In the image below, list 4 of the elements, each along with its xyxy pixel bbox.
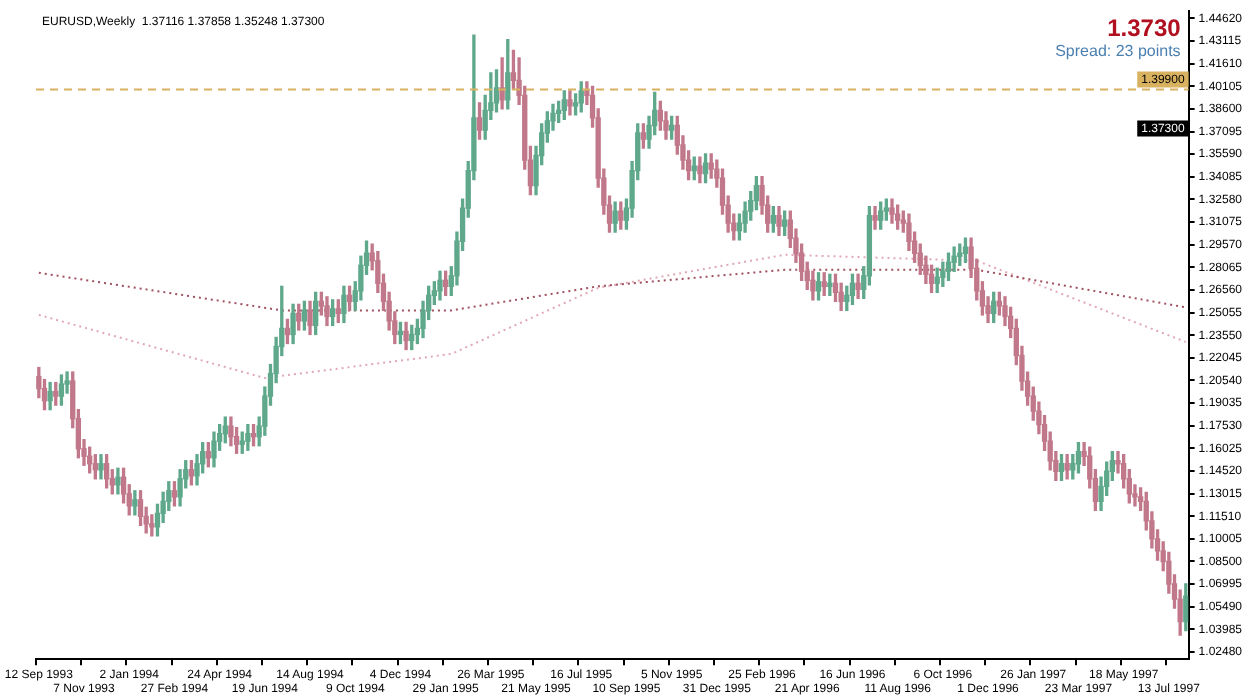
annotation: 1.3730	[1107, 13, 1182, 42]
line-series	[37, 268, 1187, 312]
annotation: Spread: 23 points	[1055, 41, 1181, 60]
line-series	[37, 253, 1187, 380]
